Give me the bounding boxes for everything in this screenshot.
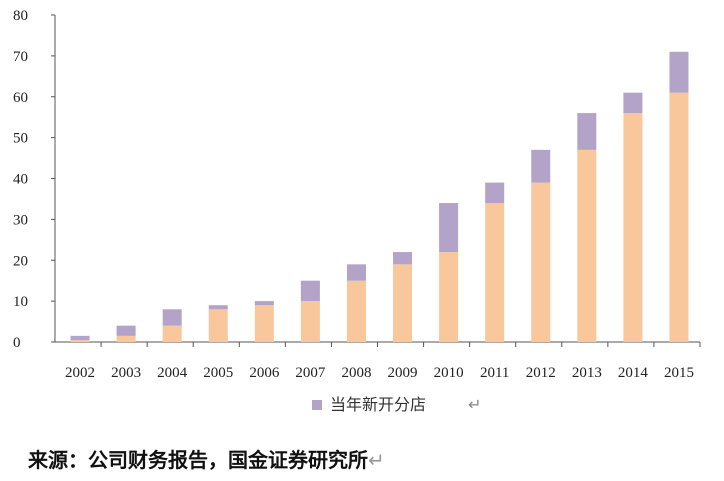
x-tick-label: 2004 bbox=[157, 365, 188, 381]
x-tick-label: 2014 bbox=[618, 365, 649, 381]
bar-base bbox=[116, 335, 136, 342]
bar-base bbox=[669, 92, 689, 342]
bar-new-stores bbox=[208, 305, 228, 310]
bar-base bbox=[531, 182, 551, 342]
bar-new-stores bbox=[485, 182, 505, 204]
x-tick-label: 2010 bbox=[434, 365, 464, 381]
bar-new-stores bbox=[254, 301, 274, 306]
y-tick-label: 10 bbox=[13, 294, 28, 310]
bar-new-stores bbox=[577, 113, 597, 150]
bar-base bbox=[300, 301, 320, 342]
bar-base bbox=[623, 113, 643, 342]
x-tick-label: 2008 bbox=[341, 365, 371, 381]
bar-base bbox=[208, 309, 228, 342]
return-mark-icon: ↵ bbox=[368, 448, 385, 472]
bar-new-stores bbox=[162, 309, 182, 326]
bar-base bbox=[254, 305, 274, 342]
legend-label: 当年新开分店 bbox=[330, 395, 426, 414]
bar-new-stores bbox=[346, 264, 366, 281]
x-tick-label: 2003 bbox=[111, 365, 141, 381]
y-axis: 0 10 20 30 40 50 60 70 80 bbox=[13, 8, 700, 351]
bar-new-stores bbox=[623, 92, 643, 114]
bar-base bbox=[393, 264, 413, 342]
y-tick-label: 30 bbox=[13, 212, 28, 228]
x-tick-label: 2011 bbox=[480, 365, 509, 381]
source-text: 来源：公司财务报告，国金证券研究所 bbox=[28, 448, 368, 472]
bar-new-stores bbox=[300, 280, 320, 302]
x-tick-label: 2009 bbox=[388, 365, 418, 381]
source-note: 来源：公司财务报告，国金证券研究所↵ bbox=[28, 444, 385, 473]
y-tick-label: 40 bbox=[13, 172, 28, 188]
bar-base bbox=[346, 280, 366, 342]
bars bbox=[70, 51, 689, 342]
return-mark-icon: ↵ bbox=[468, 395, 481, 414]
bar-base bbox=[485, 203, 505, 342]
y-tick-label: 50 bbox=[13, 131, 28, 147]
legend: 当年新开分店 ↵ bbox=[312, 395, 481, 414]
y-tick-label: 0 bbox=[13, 335, 21, 351]
x-tick-label: 2002 bbox=[65, 365, 95, 381]
x-tick-label: 2007 bbox=[295, 365, 326, 381]
x-tick-label: 2012 bbox=[526, 365, 556, 381]
x-tick-label: 2015 bbox=[664, 365, 694, 381]
y-tick-label: 60 bbox=[13, 90, 28, 106]
y-tick-label: 80 bbox=[13, 8, 28, 24]
bar-base bbox=[70, 339, 90, 342]
bar-base bbox=[162, 325, 182, 342]
x-tick-label: 2006 bbox=[249, 365, 280, 381]
bar-new-stores bbox=[669, 51, 689, 93]
bar-new-stores bbox=[393, 252, 413, 265]
bar-base bbox=[439, 252, 459, 342]
x-axis-labels: 2002 2003 2004 2005 2006 2007 2008 2009 2010 2011… bbox=[65, 342, 701, 381]
bar-new-stores bbox=[70, 335, 90, 340]
x-tick-label: 2005 bbox=[203, 365, 233, 381]
bar-new-stores bbox=[531, 149, 551, 183]
legend-swatch bbox=[312, 400, 322, 410]
y-tick-label: 20 bbox=[13, 253, 28, 269]
bar-base bbox=[577, 149, 597, 342]
y-tick-label: 70 bbox=[13, 49, 28, 65]
bar-new-stores bbox=[439, 203, 459, 253]
bar-new-stores bbox=[116, 325, 136, 336]
x-tick-label: 2013 bbox=[572, 365, 602, 381]
